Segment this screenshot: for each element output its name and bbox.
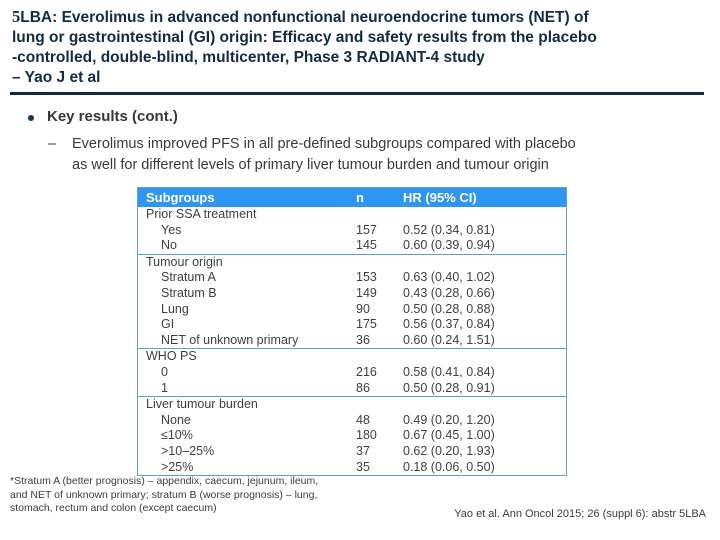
section-label: Prior SSA treatment [146,207,257,221]
section-label-row: Tumour origin [138,255,566,271]
table-row: Yes 157 0.52 (0.34, 0.81) [138,223,566,239]
table-row: Lung 90 0.50 (0.28, 0.88) [138,302,566,318]
table-row: >25% 35 0.18 (0.06, 0.50) [138,460,566,476]
n-cell: 145 [356,238,377,253]
section-label: Liver tumour burden [146,397,258,412]
n-cell: 35 [356,459,370,474]
hr-cell: 0.60 (0.39, 0.94) [403,238,495,253]
footnote: *Stratum A (better prognosis) – appendix… [10,475,318,516]
key-results-heading: Key results (cont.) [28,108,178,125]
subbullet-line: as well for different levels of primary … [72,157,549,173]
n-cell: 157 [356,222,377,237]
subgroup-cell: Stratum A [161,270,216,285]
subgroup-cell: GI [161,317,175,332]
hr-cell: 0.56 (0.37, 0.84) [403,317,495,332]
hr-cell: 0.18 (0.06, 0.50) [403,459,495,474]
section-label-row: Prior SSA treatment [138,207,566,223]
section-label: WHO PS [146,349,197,364]
table-row: Stratum A 153 0.63 (0.40, 1.02) [138,270,566,286]
title-line-1-text: LBA: Everolimus in advanced nonfunctiona… [20,9,589,26]
section-label-row: WHO PS [138,349,566,365]
key-results-label: Key results (cont.) [47,108,178,125]
table-row: NET of unknown primary 36 0.60 (0.24, 1.51… [138,333,566,349]
title-line: lung or gastrointestinal (GI) origin: Ef… [12,29,597,46]
slide-title: 5LBA: Everolimus in advanced nonfunction… [12,7,712,88]
subgroup-cell: NET of unknown primary [161,332,299,347]
table-section: Liver tumour burden None 48 0.49 (0.20, 1.2… [138,396,566,475]
subgroup-cell: >25% [161,459,194,474]
n-cell: 37 [356,443,370,458]
table-header-hr: HR (95% CI) [403,190,477,205]
subgroup-cell: Stratum B [161,285,217,300]
hr-cell: 0.63 (0.40, 1.02) [403,270,495,285]
hr-cell: 0.52 (0.34, 0.81) [403,222,495,237]
hr-cell: 0.58 (0.41, 0.84) [403,364,495,379]
n-cell: 153 [356,270,377,285]
table-row: 0 216 0.58 (0.41, 0.84) [138,365,566,381]
subgroup-cell: 0 [161,364,168,379]
table-section: Prior SSA treatment Yes 157 0.52 (0.34, 0.8… [138,207,566,254]
table-row: >10–25% 37 0.62 (0.20, 1.93) [138,444,566,460]
n-cell: 90 [356,301,370,316]
subgroup-cell: ≤10% [161,428,193,443]
hr-cell: 0.50 (0.28, 0.88) [403,301,495,316]
title-line: 5LBA: Everolimus in advanced nonfunction… [12,7,712,28]
footnote-line: and NET of unknown primary; stratum B (w… [10,488,318,501]
citation: Yao et al. Ann Oncol 2015; 26 (suppl 6):… [454,508,706,520]
title-author-line: – Yao J et al [12,69,101,86]
table-row: Stratum B 149 0.43 (0.28, 0.66) [138,286,566,302]
table-section: Tumour origin Stratum A 153 0.63 (0.40, 1.0… [138,253,566,349]
footnote-line: *Stratum A (better prognosis) – appendix… [10,475,319,487]
subgroup-cell: Yes [161,222,182,237]
subgroups-table: Subgroups n HR (95% CI) Prior SSA treatm… [137,187,567,477]
subgroup-cell: >10–25% [161,443,215,458]
table-body: Prior SSA treatment Yes 157 0.52 (0.34, 0.8… [138,207,566,475]
subgroup-cell: No [161,238,177,253]
bullet-icon [28,115,34,121]
n-cell: 48 [356,412,370,427]
table-header-subgroups: Subgroups [146,190,215,205]
key-results-subbullet: – Everolimus improved PFS in all pre-def… [48,134,576,176]
subgroup-cell: 1 [161,380,168,395]
section-label: Tumour origin [146,254,223,269]
table-header-n: n [356,190,364,205]
footnote-line: stomach, rectum and colon (except caecum… [10,502,217,514]
section-label-row: Liver tumour burden [138,397,566,413]
n-cell: 175 [356,317,377,332]
table-row: None 48 0.49 (0.20, 1.20) [138,413,566,429]
subbullet-line: Everolimus improved PFS in all pre-defin… [72,136,576,152]
subbullet-dash-icon: – [48,136,57,152]
n-cell: 180 [356,428,377,443]
table-row: ≤10% 180 0.67 (0.45, 1.00) [138,428,566,444]
n-cell: 86 [356,380,370,395]
hr-cell: 0.62 (0.20, 1.93) [403,443,495,458]
table-row: No 145 0.60 (0.39, 0.94) [138,238,566,254]
n-cell: 216 [356,364,377,379]
hr-cell: 0.67 (0.45, 1.00) [403,428,495,443]
hr-cell: 0.49 (0.20, 1.20) [403,412,495,427]
subbullet-text: Everolimus improved PFS in all pre-defin… [72,134,576,176]
title-lead-char: 5 [12,7,21,26]
title-divider [10,92,704,95]
title-line: -controlled, double-blind, multicenter, … [12,49,485,66]
table-row: 1 86 0.50 (0.28, 0.91) [138,381,566,397]
subgroup-cell: Lung [161,301,189,316]
hr-cell: 0.43 (0.28, 0.66) [403,285,495,300]
n-cell: 36 [356,332,370,347]
table-section: WHO PS 0 216 0.58 (0.41, 0.84) 1 86 0.50 (0.28… [138,348,566,396]
hr-cell: 0.50 (0.28, 0.91) [403,380,495,395]
subgroup-cell: None [161,412,191,427]
table-header-row: Subgroups n HR (95% CI) [138,188,566,207]
n-cell: 149 [356,285,377,300]
hr-cell: 0.60 (0.24, 1.51) [403,332,495,347]
table-row: GI 175 0.56 (0.37, 0.84) [138,317,566,333]
